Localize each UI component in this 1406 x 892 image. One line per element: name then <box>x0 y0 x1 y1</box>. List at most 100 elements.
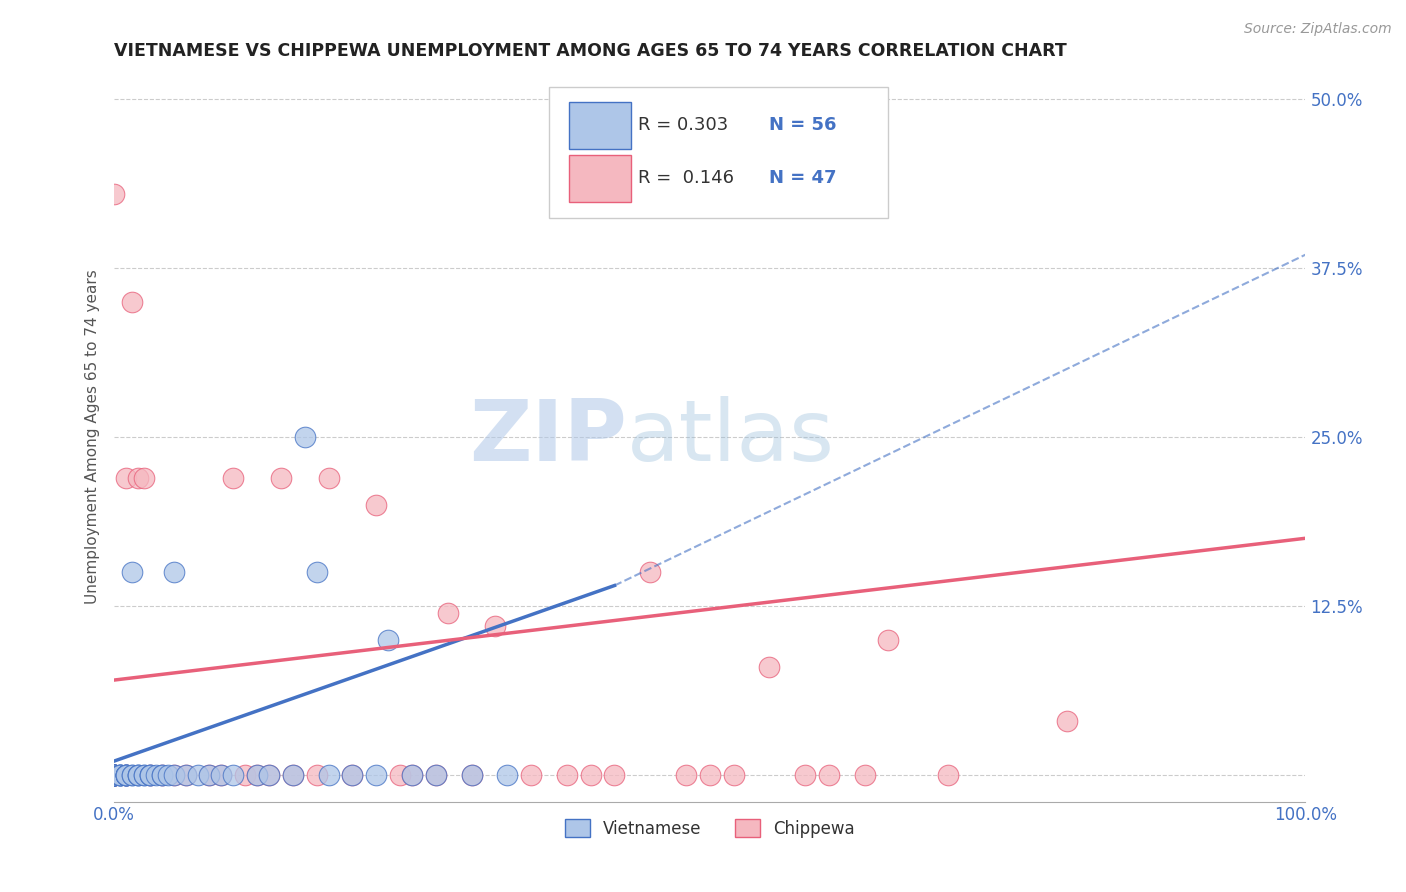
Point <box>723 767 745 781</box>
Point <box>794 767 817 781</box>
Point <box>198 767 221 781</box>
Point <box>132 470 155 484</box>
Point <box>377 632 399 647</box>
Point <box>127 767 149 781</box>
Point <box>139 767 162 781</box>
Point <box>877 632 900 647</box>
Point <box>174 767 197 781</box>
Text: R =  0.146: R = 0.146 <box>638 169 734 187</box>
Point <box>174 767 197 781</box>
Point <box>103 767 125 781</box>
Point <box>257 767 280 781</box>
Point <box>342 767 364 781</box>
Point <box>318 470 340 484</box>
Point <box>555 767 578 781</box>
Point <box>115 767 138 781</box>
Point <box>853 767 876 781</box>
Point <box>132 767 155 781</box>
Point <box>1056 714 1078 728</box>
Point <box>460 767 482 781</box>
Point <box>436 606 458 620</box>
Point <box>222 767 245 781</box>
Point <box>366 767 388 781</box>
FancyBboxPatch shape <box>548 87 889 219</box>
Point <box>127 767 149 781</box>
Point <box>103 767 125 781</box>
FancyBboxPatch shape <box>569 155 631 202</box>
Point <box>115 767 138 781</box>
Text: ZIP: ZIP <box>468 395 627 478</box>
Text: Source: ZipAtlas.com: Source: ZipAtlas.com <box>1244 22 1392 37</box>
Point <box>342 767 364 781</box>
Point <box>675 767 697 781</box>
Point <box>121 295 143 310</box>
Point <box>127 470 149 484</box>
Point <box>103 767 125 781</box>
Point <box>115 470 138 484</box>
Point <box>460 767 482 781</box>
Point <box>281 767 304 781</box>
Point <box>163 767 186 781</box>
Point <box>115 767 138 781</box>
Point <box>103 767 125 781</box>
Point <box>103 767 125 781</box>
Point <box>579 767 602 781</box>
Point <box>163 767 186 781</box>
Point <box>103 767 125 781</box>
Point <box>222 470 245 484</box>
Point <box>603 767 626 781</box>
Point <box>108 767 131 781</box>
Point <box>103 767 125 781</box>
Text: N = 56: N = 56 <box>769 116 837 134</box>
Point <box>108 767 131 781</box>
Point <box>108 767 131 781</box>
Point <box>366 498 388 512</box>
Point <box>115 767 138 781</box>
Text: VIETNAMESE VS CHIPPEWA UNEMPLOYMENT AMONG AGES 65 TO 74 YEARS CORRELATION CHART: VIETNAMESE VS CHIPPEWA UNEMPLOYMENT AMON… <box>114 42 1067 60</box>
Point <box>115 767 138 781</box>
Point <box>638 565 661 579</box>
Point <box>150 767 173 781</box>
Text: N = 47: N = 47 <box>769 169 837 187</box>
Point <box>520 767 543 781</box>
Point <box>818 767 841 781</box>
Point <box>233 767 256 781</box>
Point <box>496 767 519 781</box>
Point <box>103 767 125 781</box>
Legend: Vietnamese, Chippewa: Vietnamese, Chippewa <box>558 813 862 845</box>
Point <box>758 659 780 673</box>
Point <box>484 619 506 633</box>
Point <box>121 767 143 781</box>
Point <box>139 767 162 781</box>
Point <box>163 565 186 579</box>
FancyBboxPatch shape <box>569 102 631 149</box>
Point <box>156 767 179 781</box>
Point <box>139 767 162 781</box>
Point <box>132 767 155 781</box>
Point <box>257 767 280 781</box>
Point <box>103 767 125 781</box>
Point <box>150 767 173 781</box>
Point <box>187 767 209 781</box>
Text: R = 0.303: R = 0.303 <box>638 116 728 134</box>
Point <box>936 767 959 781</box>
Point <box>246 767 269 781</box>
Point <box>246 767 269 781</box>
Point <box>699 767 721 781</box>
Point <box>139 767 162 781</box>
Point <box>401 767 423 781</box>
Point <box>425 767 447 781</box>
Point <box>115 767 138 781</box>
Point <box>103 767 125 781</box>
Point <box>103 767 125 781</box>
Point <box>121 565 143 579</box>
Point <box>281 767 304 781</box>
Point <box>209 767 232 781</box>
Point <box>108 767 131 781</box>
Point <box>389 767 412 781</box>
Text: atlas: atlas <box>627 395 834 478</box>
Point <box>103 767 125 781</box>
Y-axis label: Unemployment Among Ages 65 to 74 years: Unemployment Among Ages 65 to 74 years <box>86 269 100 605</box>
Point <box>318 767 340 781</box>
Point <box>294 430 316 444</box>
